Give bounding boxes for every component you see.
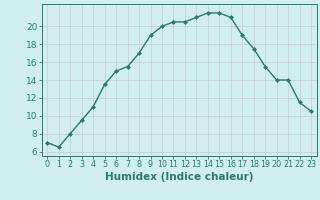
X-axis label: Humidex (Indice chaleur): Humidex (Indice chaleur) [105,172,253,182]
